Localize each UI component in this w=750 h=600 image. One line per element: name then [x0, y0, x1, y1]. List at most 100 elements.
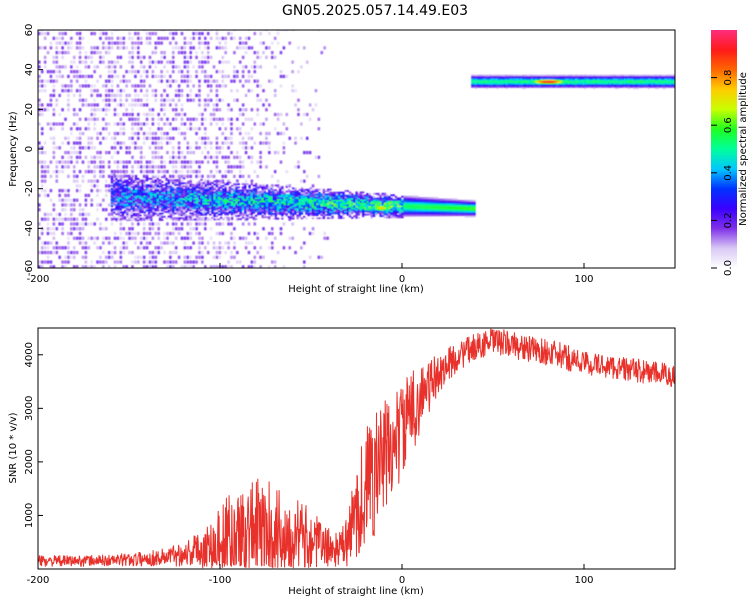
heatmap-cell: [396, 199, 400, 201]
heatmap-cell: [189, 150, 193, 155]
heatmap-cell: [241, 188, 245, 190]
heatmap-cell: [221, 222, 225, 226]
heatmap-cell: [471, 210, 474, 213]
heatmap-cell: [276, 198, 280, 201]
heatmap-cell: [405, 206, 409, 209]
heatmap-cell: [265, 216, 269, 219]
heatmap-cell: [202, 207, 205, 210]
heatmap-cell: [171, 150, 175, 155]
heatmap-cell: [227, 31, 230, 36]
heatmap-cell: [340, 212, 343, 215]
heatmap-cell: [228, 205, 232, 208]
heatmap-cell: [327, 188, 330, 191]
heatmap-cell: [119, 255, 123, 259]
heatmap-cell: [131, 165, 134, 169]
heatmap-cell: [248, 184, 251, 187]
heatmap-cell: [121, 181, 125, 184]
heatmap-cell: [193, 198, 197, 200]
heatmap-cell: [201, 31, 204, 36]
heatmap-cell: [460, 201, 463, 204]
heatmap-cell: [58, 74, 61, 79]
heatmap-cell: [230, 31, 233, 36]
heatmap-cell: [226, 191, 229, 194]
heatmap-cell: [169, 206, 173, 209]
heatmap-cell: [247, 74, 251, 79]
heatmap-cell: [130, 197, 133, 199]
heatmap-cell: [305, 192, 308, 194]
heatmap-cell: [134, 217, 138, 220]
heatmap-cell: [163, 89, 166, 93]
heatmap-cell: [125, 84, 128, 88]
heatmap-cell: [241, 122, 245, 126]
heatmap-cell: [128, 55, 131, 59]
heatmap-cell: [171, 51, 175, 55]
heatmap-cell: [233, 191, 236, 194]
heatmap-cell: [244, 189, 247, 192]
heatmap-cell: [131, 84, 134, 88]
heatmap-cell: [137, 93, 140, 98]
heatmap-cell: [203, 246, 207, 250]
heatmap-cell: [302, 112, 306, 117]
heatmap-cell: [230, 265, 233, 268]
heatmap-cell: [209, 207, 212, 210]
heatmap-cell: [195, 70, 198, 74]
heatmap-cell: [318, 196, 321, 199]
heatmap-cell: [201, 160, 204, 164]
heatmap-cell: [55, 122, 59, 126]
heatmap-cell: [235, 202, 238, 205]
heatmap-cell: [176, 207, 179, 210]
heatmap-cell: [167, 185, 170, 188]
heatmap-cell: [364, 210, 367, 213]
heatmap-cell: [423, 211, 426, 214]
heatmap-cell: [186, 79, 190, 83]
heatmap-cell: [169, 122, 172, 126]
heatmap-cell: [189, 217, 192, 219]
heatmap-cell: [238, 174, 242, 178]
heatmap-cell: [307, 192, 310, 194]
heatmap-cell: [180, 112, 184, 117]
heatmap-cell: [237, 210, 240, 213]
heatmap-cell: [206, 250, 210, 255]
heatmap-cell: [131, 117, 134, 121]
heatmap-cell: [244, 131, 248, 136]
heatmap-cell: [186, 127, 190, 131]
heatmap-cell: [96, 150, 99, 155]
heatmap-cell: [342, 210, 345, 213]
heatmap-cell: [122, 250, 126, 255]
heatmap-cell: [270, 241, 274, 245]
heatmap-cell: [43, 260, 47, 264]
heatmap-cell: [250, 108, 254, 112]
heatmap-cell: [147, 206, 151, 209]
heatmap-cell: [119, 236, 123, 240]
heatmap-cell: [139, 181, 142, 184]
heatmap-cell: [244, 212, 248, 217]
heatmap-cell: [126, 190, 129, 193]
heatmap-cell: [215, 222, 219, 226]
heatmap-cell: [157, 231, 160, 236]
heatmap-cell: [209, 170, 213, 174]
heatmap-cell: [265, 203, 269, 206]
heatmap-cell: [152, 214, 155, 217]
heatmap-cell: [254, 192, 258, 195]
heatmap-cell: [182, 212, 186, 215]
heatmap-cell: [143, 203, 146, 206]
heatmap-cell: [270, 260, 274, 264]
heatmap-cell: [278, 193, 282, 196]
heatmap-cell: [410, 200, 413, 203]
heatmap-cell: [257, 197, 260, 200]
heatmap-cell: [355, 212, 358, 214]
heatmap-cell: [431, 211, 435, 214]
heatmap-cell: [119, 117, 123, 121]
heatmap-cell: [206, 55, 210, 59]
heatmap-cell: [119, 198, 122, 201]
heatmap-cell: [226, 207, 229, 210]
heatmap-cell: [187, 204, 190, 207]
heatmap-cell: [157, 74, 160, 79]
heatmap-cell: [81, 60, 85, 64]
heatmap-cell: [327, 193, 330, 196]
heatmap-cell: [285, 198, 288, 201]
heatmap-cell: [274, 195, 277, 198]
heatmap-cell: [215, 204, 219, 206]
heatmap-cell: [195, 231, 198, 236]
heatmap-cell: [193, 185, 197, 188]
